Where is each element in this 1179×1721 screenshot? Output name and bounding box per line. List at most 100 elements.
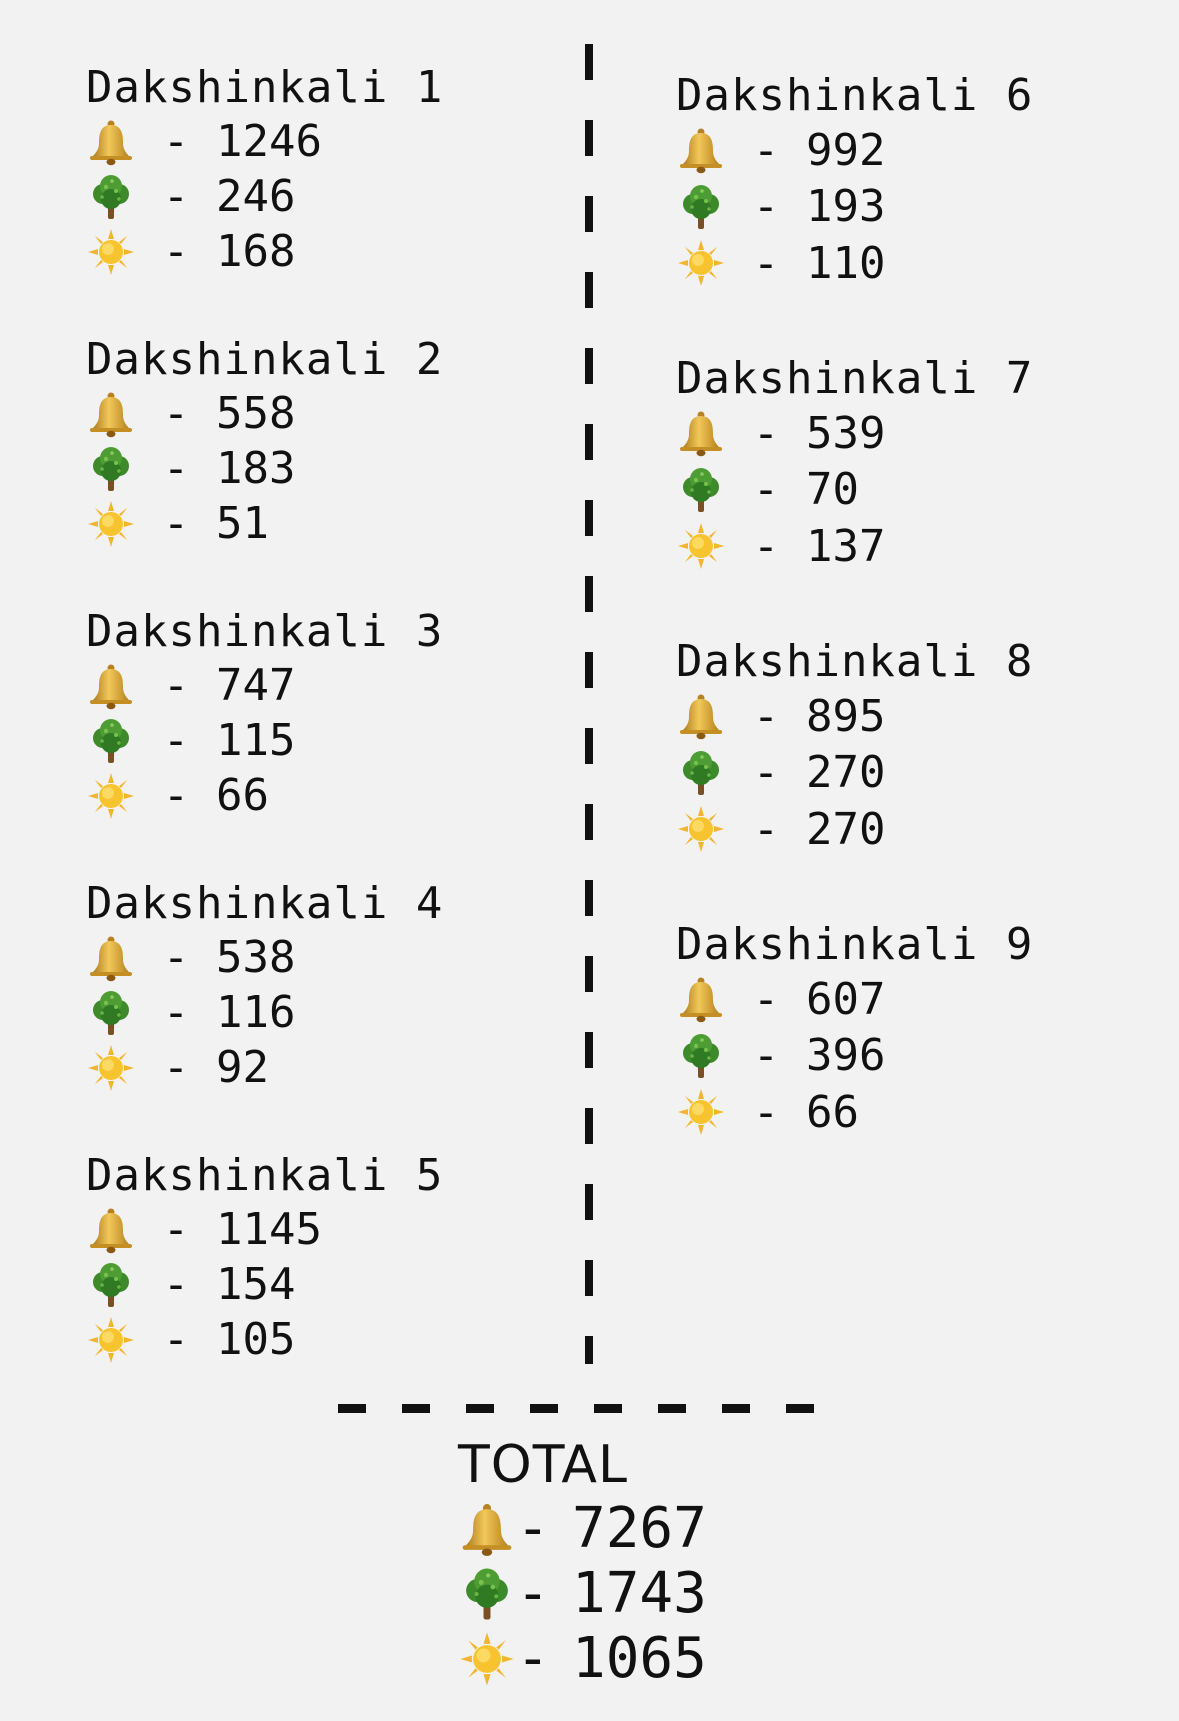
bell-value: 1145 xyxy=(216,1204,322,1255)
bell-row: -992 xyxy=(676,122,1033,179)
tree-icon xyxy=(676,465,726,515)
tree-row: -183 xyxy=(86,441,443,496)
tree-icon xyxy=(86,716,136,766)
tree-value: 246 xyxy=(216,171,296,222)
separator-dash: - xyxy=(162,171,190,222)
total-tree-value: 1743 xyxy=(572,1561,707,1626)
left-column: Dakshinkali 1-1246-246-168 Dakshinkali 2-… xyxy=(86,62,443,1422)
sun-value: 105 xyxy=(216,1314,296,1365)
sun-row: -51 xyxy=(86,496,443,551)
tree-value: 154 xyxy=(216,1259,296,1310)
separator-dash: - xyxy=(162,1042,190,1093)
sun-icon xyxy=(86,499,136,549)
tree-value: 115 xyxy=(216,715,296,766)
tree-icon xyxy=(86,1260,136,1310)
bell-value: 558 xyxy=(216,388,296,439)
tree-row: -70 xyxy=(676,462,1033,519)
separator-dash: - xyxy=(162,443,190,494)
location-block: Dakshinkali 9-607-396-66 xyxy=(676,919,1033,1202)
sun-value: 110 xyxy=(806,237,886,289)
bell-row: -539 xyxy=(676,405,1033,462)
bell-row: -1145 xyxy=(86,1202,443,1257)
location-name: Dakshinkali 8 xyxy=(676,636,1034,687)
bell-value: 607 xyxy=(806,973,886,1025)
tree-value: 396 xyxy=(806,1030,886,1082)
bell-icon xyxy=(86,389,136,439)
sun-value: 270 xyxy=(806,803,886,855)
separator-dash: - xyxy=(162,498,190,549)
total-sun-row: -1065 xyxy=(458,1626,707,1691)
sun-icon xyxy=(86,1315,136,1365)
location-name: Dakshinkali 6 xyxy=(676,70,1034,121)
separator-dash: - xyxy=(162,1314,190,1365)
location-name: Dakshinkali 1 xyxy=(86,62,444,113)
tree-icon xyxy=(86,988,136,1038)
bell-row: -607 xyxy=(676,971,1033,1028)
sun-row: -270 xyxy=(676,801,1033,858)
tree-value: 193 xyxy=(806,181,886,233)
bell-icon xyxy=(676,691,726,741)
total-bell-row: -7267 xyxy=(458,1496,707,1561)
sun-icon xyxy=(676,238,726,288)
sun-value: 92 xyxy=(216,1042,269,1093)
bell-value: 747 xyxy=(216,660,296,711)
location-name: Dakshinkali 3 xyxy=(86,606,444,657)
tree-row: -193 xyxy=(676,179,1033,236)
separator-dash: - xyxy=(162,226,190,277)
separator-dash: - xyxy=(752,690,780,742)
separator-dash: - xyxy=(162,388,190,439)
separator-dash: - xyxy=(752,1030,780,1082)
tree-value: 70 xyxy=(806,464,859,516)
separator-dash: - xyxy=(752,973,780,1025)
location-block: Dakshinkali 3-747-115-66 xyxy=(86,606,443,878)
tree-icon xyxy=(676,1031,726,1081)
separator-dash: - xyxy=(162,1259,190,1310)
bell-icon xyxy=(86,1205,136,1255)
total-bell-value: 7267 xyxy=(572,1496,707,1561)
tree-icon xyxy=(458,1565,516,1623)
separator-dash: - xyxy=(752,407,780,459)
bell-row: -895 xyxy=(676,688,1033,745)
separator-dash: - xyxy=(752,124,780,176)
sun-icon xyxy=(676,1087,726,1137)
location-name: Dakshinkali 9 xyxy=(676,919,1034,970)
location-block: Dakshinkali 1-1246-246-168 xyxy=(86,62,443,334)
separator-dash: - xyxy=(162,660,190,711)
sun-value: 168 xyxy=(216,226,296,277)
bell-icon xyxy=(458,1500,516,1558)
location-name: Dakshinkali 5 xyxy=(86,1150,444,1201)
sun-row: -66 xyxy=(86,768,443,823)
separator-dash: - xyxy=(516,1561,550,1626)
bell-row: -558 xyxy=(86,386,443,441)
separator-dash: - xyxy=(752,181,780,233)
location-name: Dakshinkali 2 xyxy=(86,334,444,385)
tree-value: 116 xyxy=(216,987,296,1038)
bell-row: -1246 xyxy=(86,114,443,169)
tree-row: -396 xyxy=(676,1028,1033,1085)
location-block: Dakshinkali 6-992-193-110 xyxy=(676,70,1033,353)
separator-dash: - xyxy=(162,932,190,983)
total-sun-value: 1065 xyxy=(572,1626,707,1691)
separator-dash: - xyxy=(162,770,190,821)
sun-row: -66 xyxy=(676,1084,1033,1141)
bell-icon xyxy=(86,117,136,167)
bell-value: 895 xyxy=(806,690,886,742)
sun-row: -92 xyxy=(86,1040,443,1095)
separator-dash: - xyxy=(752,237,780,289)
tree-row: -116 xyxy=(86,985,443,1040)
total-title: TOTAL xyxy=(458,1435,628,1495)
separator-dash: - xyxy=(162,715,190,766)
location-block: Dakshinkali 2-558-183-51 xyxy=(86,334,443,606)
vertical-dashed-divider xyxy=(585,44,593,1364)
separator-dash: - xyxy=(752,1086,780,1138)
tree-icon xyxy=(86,444,136,494)
sun-icon xyxy=(86,1043,136,1093)
tree-value: 183 xyxy=(216,443,296,494)
tree-icon xyxy=(676,748,726,798)
bell-value: 992 xyxy=(806,124,886,176)
sun-row: -168 xyxy=(86,224,443,279)
sun-row: -110 xyxy=(676,235,1033,292)
sun-value: 66 xyxy=(806,1086,859,1138)
separator-dash: - xyxy=(516,1626,550,1691)
separator-dash: - xyxy=(516,1496,550,1561)
